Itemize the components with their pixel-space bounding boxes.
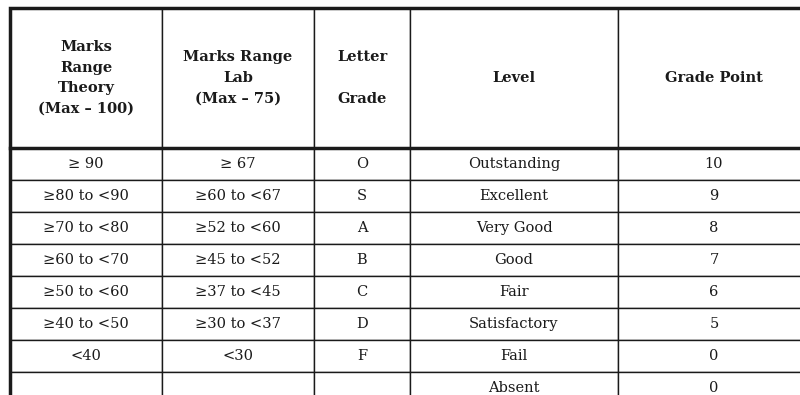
- Text: 10: 10: [705, 157, 723, 171]
- Text: Excellent: Excellent: [479, 189, 549, 203]
- Bar: [410, 148, 618, 180]
- Bar: [618, 308, 800, 340]
- Bar: [618, 372, 800, 395]
- Text: 7: 7: [710, 253, 718, 267]
- Text: Fair: Fair: [499, 285, 529, 299]
- Text: <40: <40: [70, 349, 102, 363]
- Bar: [410, 276, 618, 308]
- Bar: [618, 8, 800, 148]
- Bar: [410, 244, 618, 276]
- Text: B: B: [357, 253, 367, 267]
- Bar: [10, 180, 162, 212]
- Text: ≥ 90: ≥ 90: [68, 157, 104, 171]
- Text: ≥30 to <37: ≥30 to <37: [195, 317, 281, 331]
- Bar: [410, 212, 618, 244]
- Text: A: A: [357, 221, 367, 235]
- Bar: [314, 340, 410, 372]
- Text: ≥40 to <50: ≥40 to <50: [43, 317, 129, 331]
- Bar: [162, 8, 314, 148]
- Text: D: D: [356, 317, 368, 331]
- Text: Absent: Absent: [488, 381, 540, 395]
- Text: Grade Point: Grade Point: [665, 71, 763, 85]
- Bar: [314, 308, 410, 340]
- Text: Very Good: Very Good: [476, 221, 552, 235]
- Bar: [410, 8, 618, 148]
- Bar: [162, 212, 314, 244]
- Bar: [410, 308, 618, 340]
- Bar: [162, 340, 314, 372]
- Bar: [162, 372, 314, 395]
- Text: ≥80 to <90: ≥80 to <90: [43, 189, 129, 203]
- Bar: [162, 180, 314, 212]
- Text: Outstanding: Outstanding: [468, 157, 560, 171]
- Text: ≥50 to <60: ≥50 to <60: [43, 285, 129, 299]
- Bar: [618, 180, 800, 212]
- Bar: [618, 148, 800, 180]
- Bar: [10, 244, 162, 276]
- Text: Level: Level: [493, 71, 535, 85]
- Text: O: O: [356, 157, 368, 171]
- Bar: [10, 276, 162, 308]
- Bar: [314, 244, 410, 276]
- Text: Marks
Range
Theory
(Max – 100): Marks Range Theory (Max – 100): [38, 40, 134, 116]
- Text: ≥ 67: ≥ 67: [220, 157, 256, 171]
- Bar: [162, 276, 314, 308]
- Bar: [10, 8, 162, 148]
- Text: 5: 5: [710, 317, 718, 331]
- Text: 0: 0: [710, 349, 718, 363]
- Text: Fail: Fail: [500, 349, 528, 363]
- Text: 0: 0: [710, 381, 718, 395]
- Bar: [618, 276, 800, 308]
- Bar: [314, 372, 410, 395]
- Text: F: F: [357, 349, 367, 363]
- Text: ≥70 to <80: ≥70 to <80: [43, 221, 129, 235]
- Bar: [618, 244, 800, 276]
- Text: ≥60 to <67: ≥60 to <67: [195, 189, 281, 203]
- Bar: [10, 340, 162, 372]
- Text: 6: 6: [710, 285, 718, 299]
- Bar: [618, 212, 800, 244]
- Bar: [314, 180, 410, 212]
- Bar: [10, 212, 162, 244]
- Bar: [314, 212, 410, 244]
- Text: C: C: [356, 285, 368, 299]
- Text: ≥52 to <60: ≥52 to <60: [195, 221, 281, 235]
- Text: Letter

Grade: Letter Grade: [337, 51, 387, 105]
- Text: ≥37 to <45: ≥37 to <45: [195, 285, 281, 299]
- Text: Marks Range
Lab
(Max – 75): Marks Range Lab (Max – 75): [183, 51, 293, 105]
- Text: 8: 8: [710, 221, 718, 235]
- Bar: [10, 372, 162, 395]
- Bar: [10, 308, 162, 340]
- Bar: [410, 340, 618, 372]
- Bar: [410, 180, 618, 212]
- Bar: [410, 372, 618, 395]
- Text: S: S: [357, 189, 367, 203]
- Bar: [10, 148, 162, 180]
- Bar: [162, 148, 314, 180]
- Bar: [162, 244, 314, 276]
- Bar: [618, 340, 800, 372]
- Text: Good: Good: [494, 253, 534, 267]
- Text: Satisfactory: Satisfactory: [470, 317, 558, 331]
- Text: <30: <30: [222, 349, 254, 363]
- Text: ≥45 to <52: ≥45 to <52: [195, 253, 281, 267]
- Text: 9: 9: [710, 189, 718, 203]
- Text: ≥60 to <70: ≥60 to <70: [43, 253, 129, 267]
- Bar: [314, 148, 410, 180]
- Bar: [162, 308, 314, 340]
- Bar: [314, 8, 410, 148]
- Bar: [314, 276, 410, 308]
